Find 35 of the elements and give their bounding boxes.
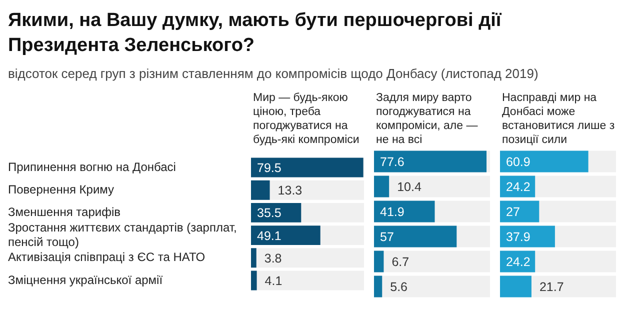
chart-title: Якими, на Вашу думку, мають бути першочергові дії Президента Зеленського? bbox=[8, 9, 502, 58]
y-tick-label: Активізація співпраці з ЄС та НАТО bbox=[8, 250, 206, 264]
data-label: 79.5 bbox=[257, 160, 282, 175]
bar bbox=[374, 276, 382, 298]
y-tick-label: Зменшення тарифів bbox=[8, 205, 121, 220]
data-label: 3.8 bbox=[264, 251, 282, 266]
data-label: 27 bbox=[506, 204, 520, 219]
data-label: 6.7 bbox=[392, 254, 410, 269]
data-label: 77.6 bbox=[380, 154, 404, 169]
y-tick-label: Зміцнення української армії bbox=[8, 272, 164, 287]
series-label: Насправді мир на Донбасі може встановитися лише з позиції сили bbox=[502, 91, 616, 147]
data-label: 37.9 bbox=[506, 230, 530, 244]
data-label: 24.2 bbox=[506, 180, 530, 194]
bar bbox=[251, 270, 257, 290]
data-label: 35.5 bbox=[257, 206, 282, 220]
data-label: 4.1 bbox=[264, 274, 282, 288]
y-tick-label: Припинення вогню на Донбасі bbox=[8, 160, 176, 174]
y-tick-label: Зростання життєвих стандартів (зарплат, пенсій тощо) bbox=[8, 220, 237, 249]
data-label: 57 bbox=[380, 230, 394, 244]
bar bbox=[251, 248, 256, 268]
y-tick-label: Повернення Криму bbox=[8, 182, 114, 196]
data-label: 24.2 bbox=[506, 254, 530, 269]
data-label: 21.7 bbox=[539, 280, 564, 294]
series-label: Мир — будь-якою ціною, треба погоджуватися на будь-які компроміси bbox=[253, 91, 360, 147]
data-label: 41.9 bbox=[380, 204, 404, 219]
data-label: 5.6 bbox=[390, 280, 408, 294]
chart-subtitle: відсоток серед груп з різним ставленням до компромісів щодо Донбасу (листопад 2019) bbox=[8, 66, 540, 81]
series-label: Задля миру варто погоджуватися на компроміси, але — не на всі bbox=[376, 91, 479, 147]
bar bbox=[374, 176, 390, 198]
data-label: 10.4 bbox=[397, 180, 422, 194]
data-label: 13.3 bbox=[278, 184, 302, 198]
data-label: 60.9 bbox=[506, 154, 530, 169]
bar bbox=[374, 250, 384, 272]
bar bbox=[251, 180, 270, 200]
data-label: 49.1 bbox=[257, 228, 282, 243]
